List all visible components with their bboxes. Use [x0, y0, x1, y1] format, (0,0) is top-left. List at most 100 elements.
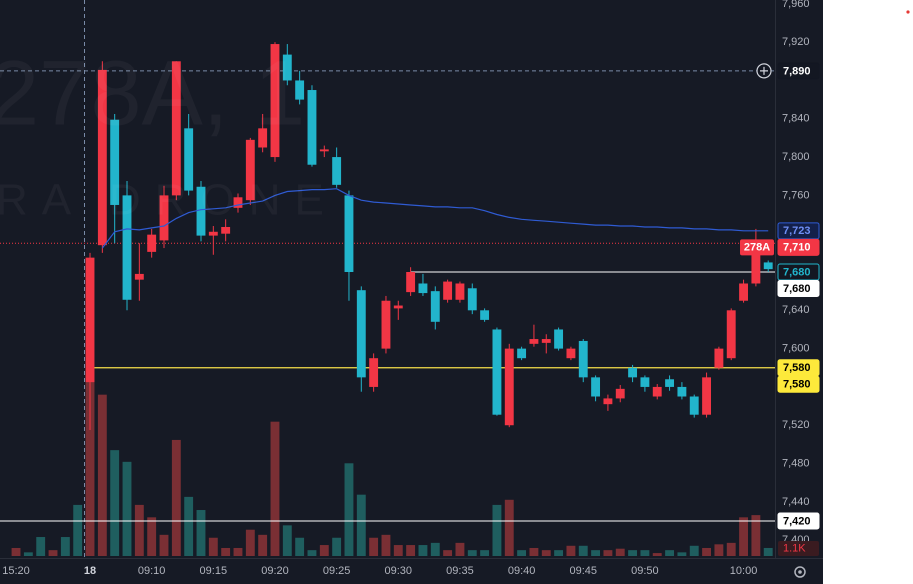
candle-body: [554, 329, 564, 349]
x-tick-label: 09:30: [385, 565, 413, 577]
volume-bar: [147, 517, 157, 556]
candle-body: [369, 358, 379, 387]
symbol-tag-label: 278A: [744, 242, 770, 254]
candle-body: [196, 186, 206, 236]
y-tick-label: 7,640: [782, 304, 810, 316]
candle-body: [714, 348, 724, 368]
x-tick-label: 09:10: [138, 565, 166, 577]
volume-bar: [455, 542, 465, 556]
price-tag: [777, 62, 820, 80]
x-tick-label: 10:00: [730, 565, 758, 577]
y-tick-label: 7,840: [782, 113, 810, 125]
candle-body: [517, 348, 527, 359]
volume-bar: [591, 550, 601, 556]
watermark-name: RA DRONE: [0, 176, 338, 225]
price-tag-label: 7,580: [783, 362, 811, 374]
volume-bar: [689, 545, 699, 556]
price-tag-label: 7,890: [783, 65, 811, 77]
candle-body: [763, 262, 773, 270]
volume-bar: [208, 537, 218, 556]
y-tick-label: 7,600: [782, 343, 810, 355]
volume-bar: [11, 547, 21, 556]
add-alert-plus: [760, 66, 768, 75]
y-tick-label: 7,480: [782, 457, 810, 469]
volume-bar: [739, 517, 748, 556]
candle-body: [566, 348, 576, 359]
candle-body: [159, 195, 169, 241]
candles: [85, 42, 773, 431]
candle-body: [270, 44, 280, 158]
volume-bar: [763, 547, 773, 556]
candle-body: [578, 340, 588, 378]
candle-body: [455, 283, 465, 300]
volume-bar: [628, 550, 638, 556]
volume-bar: [467, 550, 477, 556]
settings-icon[interactable]: [794, 566, 806, 578]
volume-bar: [369, 537, 379, 556]
volume-bar: [665, 550, 675, 556]
volume-bar: [714, 544, 724, 556]
volume-bar: [381, 534, 391, 556]
volume-bar: [159, 534, 169, 556]
volume-bar: [85, 369, 95, 556]
volume-bar: [97, 394, 107, 556]
candle-body: [208, 231, 218, 236]
price-tag: [777, 238, 820, 256]
volume-layer: [11, 369, 773, 556]
volume-bar: [566, 545, 576, 556]
volume-bar: [319, 545, 329, 556]
volume-bar: [221, 547, 231, 556]
price-tag-label: 7,723: [783, 225, 811, 237]
volume-bar: [60, 537, 70, 556]
volume-bar: [751, 515, 761, 556]
candle-body: [529, 339, 539, 344]
status-dot: [906, 10, 910, 14]
candle-body: [702, 377, 712, 415]
moving-average: [101, 188, 769, 249]
volume-tag-label: 1.1K: [783, 542, 806, 554]
volume-bar: [23, 552, 33, 556]
y-tick-label: 7,760: [782, 189, 810, 201]
volume-bar: [295, 537, 305, 556]
candle-body: [443, 281, 453, 300]
volume-bar: [36, 537, 46, 556]
candle-body: [258, 128, 268, 148]
candle-body: [480, 310, 490, 320]
candle-body: [689, 396, 699, 415]
price-tag-label: 7,680: [783, 283, 811, 295]
volume-bar: [406, 545, 416, 556]
volume-bar: [652, 553, 662, 556]
volume-bar: [307, 550, 317, 556]
price-tag: [777, 512, 820, 530]
candle-body: [492, 329, 502, 415]
volume-bar: [603, 550, 613, 556]
volume-bar: [196, 510, 206, 556]
y-tick-label: 7,800: [782, 151, 810, 163]
candle-body: [628, 367, 638, 378]
candle-body: [344, 195, 354, 272]
candle-body: [665, 379, 675, 387]
candle-body: [233, 197, 243, 208]
volume-bar: [430, 542, 440, 556]
volume-bar: [332, 537, 342, 556]
price-tag-label: 7,580: [783, 379, 811, 391]
x-tick-label: 09:35: [446, 565, 474, 577]
volume-bar: [171, 439, 181, 556]
volume-bar: [48, 550, 58, 556]
volume-bar: [726, 542, 736, 556]
volume-bar: [134, 504, 144, 556]
volume-bar: [73, 504, 83, 556]
candle-body: [726, 310, 736, 359]
y-tick-label: 7,520: [782, 419, 810, 431]
candle-body: [739, 283, 748, 301]
x-tick-label: 09:50: [631, 565, 659, 577]
candle-body: [418, 283, 428, 294]
candle-body: [430, 291, 440, 322]
volume-bar: [110, 450, 120, 556]
symbol-tag: [740, 239, 774, 256]
x-tick-label: 18: [84, 565, 96, 577]
x-tick-label: 15:20: [2, 565, 30, 577]
volume-bar: [393, 545, 403, 556]
y-tick-label: 7,440: [782, 496, 810, 508]
volume-bar: [344, 463, 354, 556]
